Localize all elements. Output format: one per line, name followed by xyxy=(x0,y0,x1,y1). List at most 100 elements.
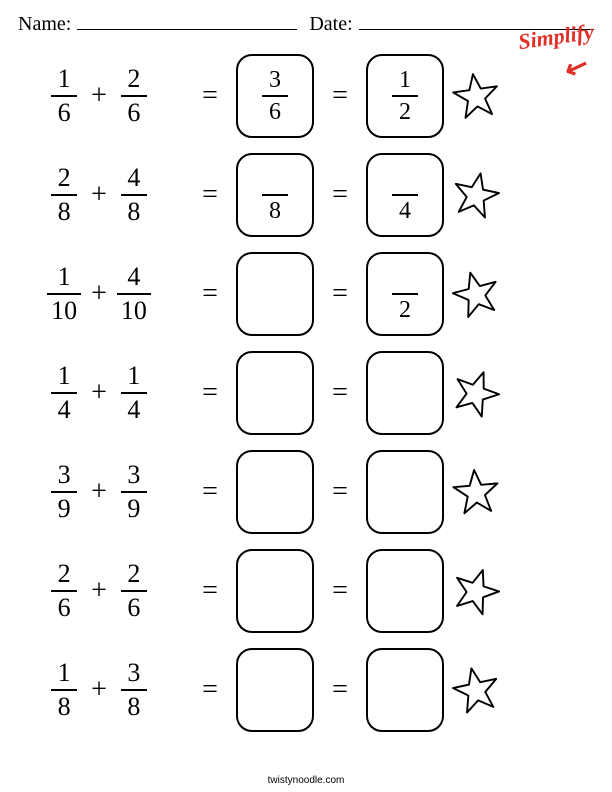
denominator: 9 xyxy=(121,491,147,522)
equals-sign: = xyxy=(330,674,350,706)
equals-sign: = xyxy=(200,674,220,706)
denominator: 8 xyxy=(262,194,288,223)
problem-row: 16+26=36=12 xyxy=(14,46,598,145)
numerator: 1 xyxy=(54,264,75,293)
numerator: 3 xyxy=(54,462,75,491)
star-icon xyxy=(446,560,506,620)
equals-sign: = xyxy=(200,377,220,409)
equals-sign: = xyxy=(330,80,350,112)
numerator: 2 xyxy=(54,561,75,590)
problem-expression: 18 +38 xyxy=(14,660,184,720)
fraction-a: 110 xyxy=(47,264,81,324)
plus-sign: + xyxy=(91,377,107,409)
numerator: 1 xyxy=(123,363,144,392)
answer-box-sum[interactable] xyxy=(236,648,314,732)
fraction-a: 26 xyxy=(47,561,81,621)
problem-expression: 26+26 xyxy=(14,561,184,621)
star-icon xyxy=(445,362,507,424)
answer-box-simplified[interactable] xyxy=(366,549,444,633)
denominator: 2 xyxy=(392,293,418,322)
answer-box-sum[interactable]: 36 xyxy=(236,54,314,138)
numerator: 4 xyxy=(123,165,144,194)
fraction-sum-answer: 36 xyxy=(258,68,292,124)
denominator: 10 xyxy=(47,293,81,324)
numerator: 1 xyxy=(54,66,75,95)
star-icon xyxy=(449,68,503,122)
star-icon xyxy=(448,166,505,223)
denominator: 8 xyxy=(51,194,77,225)
name-blank-line[interactable] xyxy=(77,12,297,30)
numerator-blank[interactable] xyxy=(398,167,412,194)
answer-box-simplified[interactable] xyxy=(366,450,444,534)
numerator: 3 xyxy=(123,660,144,689)
denominator: 4 xyxy=(51,392,77,423)
numerator: 2 xyxy=(123,66,144,95)
denominator: 6 xyxy=(121,590,147,621)
problem-row: 18 +38 = = xyxy=(14,640,598,739)
equals-sign: = xyxy=(200,80,220,112)
denominator: 4 xyxy=(121,392,147,423)
plus-sign: + xyxy=(91,575,107,607)
fraction-b: 48 xyxy=(117,165,151,225)
answer-box-simplified[interactable] xyxy=(366,648,444,732)
problem-expression: 14+14 xyxy=(14,363,184,423)
equals-sign: = xyxy=(330,179,350,211)
fraction-partial: 8 xyxy=(258,167,292,223)
answer-box-simplified[interactable]: 2 xyxy=(366,252,444,336)
problem-expression: 110+410 xyxy=(14,264,184,324)
answer-box-simplified[interactable]: 4 xyxy=(366,153,444,237)
name-label: Name: xyxy=(18,13,71,36)
denominator: 6 xyxy=(121,95,147,126)
answer-box-sum[interactable] xyxy=(236,252,314,336)
date-label: Date: xyxy=(309,13,352,36)
fraction-b: 39 xyxy=(117,462,151,522)
problem-expression: 39+39 xyxy=(14,462,184,522)
denominator: 8 xyxy=(121,689,147,720)
problem-row: 28+48= 8= 4 xyxy=(14,145,598,244)
problem-row: 14+14== xyxy=(14,343,598,442)
answer-box-sum[interactable] xyxy=(236,549,314,633)
problem-row: 26+26== xyxy=(14,541,598,640)
problem-expression: 16+26 xyxy=(14,66,184,126)
problem-row: 39+39== xyxy=(14,442,598,541)
fraction-b: 26 xyxy=(117,561,151,621)
denominator: 6 xyxy=(51,95,77,126)
denominator: 6 xyxy=(262,95,288,124)
answer-box-sum[interactable] xyxy=(236,351,314,435)
fraction-a: 18 xyxy=(47,660,81,720)
star-icon xyxy=(448,661,505,718)
numerator-blank[interactable] xyxy=(398,266,412,293)
numerator: 2 xyxy=(54,165,75,194)
fraction-a: 28 xyxy=(47,165,81,225)
star-icon xyxy=(450,465,502,517)
answer-box-simplified[interactable] xyxy=(366,351,444,435)
fraction-b: 26 xyxy=(117,66,151,126)
problem-expression: 28+48 xyxy=(14,165,184,225)
denominator: 2 xyxy=(392,95,418,124)
equals-sign: = xyxy=(200,179,220,211)
plus-sign: + xyxy=(91,674,107,706)
denominator: 8 xyxy=(121,194,147,225)
numerator: 1 xyxy=(54,363,75,392)
answer-box-sum[interactable] xyxy=(236,450,314,534)
numerator: 3 xyxy=(123,462,144,491)
fraction-simplified-answer: 12 xyxy=(388,68,422,124)
fraction-a: 16 xyxy=(47,66,81,126)
equals-sign: = xyxy=(330,476,350,508)
plus-sign: + xyxy=(91,278,107,310)
plus-sign: + xyxy=(91,476,107,508)
footer-credit: twistynoodle.com xyxy=(0,775,612,786)
problem-row: 110+410== 2 xyxy=(14,244,598,343)
equals-sign: = xyxy=(200,575,220,607)
fraction-b: 410 xyxy=(117,264,151,324)
numerator-blank[interactable] xyxy=(268,167,282,194)
numerator: 1 xyxy=(395,68,415,95)
numerator: 1 xyxy=(54,660,75,689)
plus-sign: + xyxy=(91,179,107,211)
answer-box-sum[interactable]: 8 xyxy=(236,153,314,237)
answer-box-simplified[interactable]: 12 xyxy=(366,54,444,138)
equals-sign: = xyxy=(330,278,350,310)
numerator: 4 xyxy=(123,264,144,293)
denominator: 4 xyxy=(392,194,418,223)
fraction-a: 39 xyxy=(47,462,81,522)
